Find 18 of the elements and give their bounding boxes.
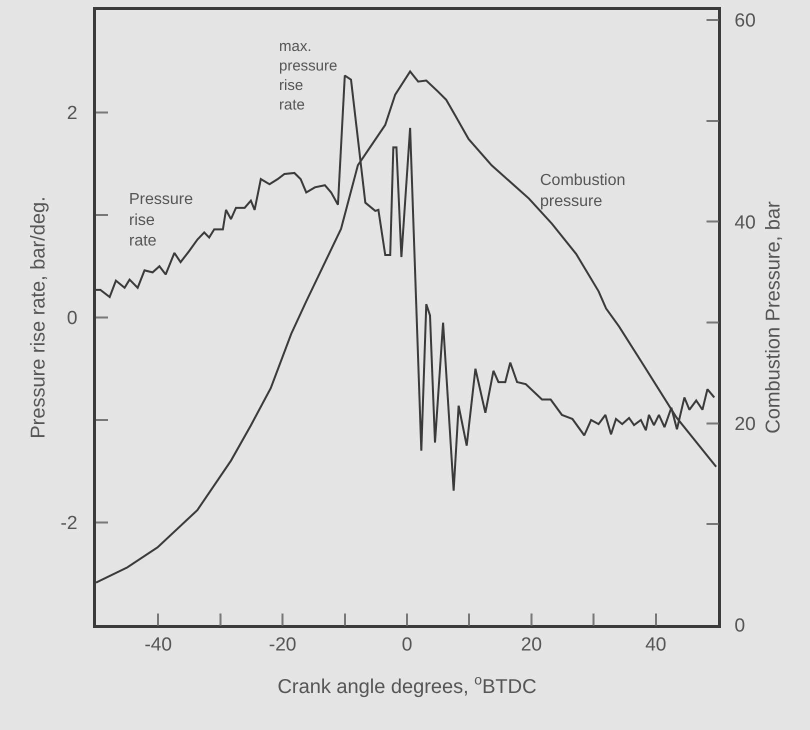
series-label: Pressure rise rate	[129, 191, 194, 250]
x-tick-label: 20	[520, 634, 542, 656]
y-tick-label: 2	[66, 103, 78, 124]
y2-tick-label: 20	[734, 414, 756, 436]
series-label: Combustion pressure	[540, 172, 626, 210]
y-axis-title: Pressure rise rate, bar/deg.	[28, 196, 50, 439]
x-tick-label: -20	[268, 634, 296, 656]
x-axis-title: Crank angle degrees, $^{o}$BTDC	[277, 672, 537, 698]
x-tick-label: 0	[402, 634, 412, 656]
y-tick-label: 0	[66, 308, 78, 330]
annotation: max. pressure rise rate	[279, 38, 338, 114]
x-tick-label: -40	[144, 634, 172, 656]
x-tick-label: 40	[645, 634, 666, 656]
y-tick-label: -2	[60, 513, 78, 534]
y2-tick-label: 60	[734, 10, 756, 32]
y2-tick-label: 40	[734, 212, 756, 234]
y2-axis-title: Combustion Pressure, bar	[762, 201, 784, 434]
y2-tick-label: 0	[734, 616, 746, 637]
